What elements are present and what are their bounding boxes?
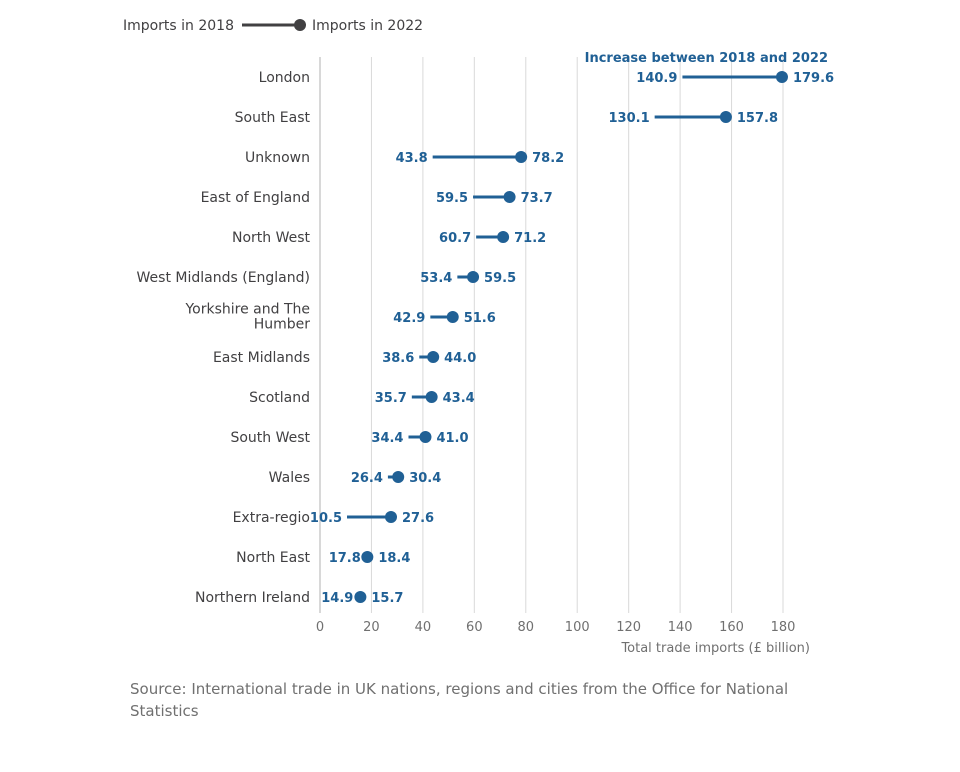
- dumbbell-dot-2022: [497, 231, 510, 243]
- x-tick-label: 140: [668, 620, 693, 635]
- x-axis: 0 20 40 60 80 100 120 140 160 180 Total trade impo…: [316, 620, 810, 656]
- category-label: South West: [230, 430, 310, 446]
- dumbbell-dot-2022: [467, 271, 480, 283]
- category-label: East of England: [201, 190, 310, 206]
- value-label-2022: 43.4: [443, 391, 475, 406]
- dumbbell-dot-2022: [775, 71, 788, 83]
- category-label-line: Yorkshire and The: [184, 302, 310, 318]
- dumbbell-dot-2022: [515, 151, 528, 163]
- gridlines: [319, 57, 784, 613]
- category-label: Extra-regio: [233, 510, 310, 526]
- x-axis-title: Total trade imports (£ billion): [620, 641, 810, 656]
- value-label-2022: 27.6: [402, 511, 434, 526]
- y-axis: London South East Unknown East of England No…: [137, 70, 311, 606]
- dumbbell-dot-2022: [425, 391, 438, 403]
- x-tick-label: 20: [363, 620, 380, 635]
- dumbbell-dot-2022: [503, 191, 516, 203]
- value-label-2018: 43.8: [396, 151, 428, 166]
- category-label: London: [259, 70, 310, 86]
- category-label-line: Humber: [254, 317, 311, 333]
- dumbbell-dot-2022: [719, 111, 732, 123]
- value-label-2018: 42.9: [393, 311, 425, 326]
- value-label-2018: 35.7: [375, 391, 407, 406]
- value-label-2022: 51.6: [464, 311, 496, 326]
- category-label: Scotland: [249, 390, 310, 406]
- value-label-2018: 34.4: [371, 431, 403, 446]
- legend-dot: [294, 19, 306, 31]
- category-label: North West: [232, 230, 311, 246]
- value-label-2018: 10.5: [310, 511, 342, 526]
- value-label-2022: 30.4: [409, 471, 441, 486]
- value-label-2022: 179.6: [793, 71, 834, 86]
- category-label: South East: [235, 110, 311, 126]
- category-label: Wales: [269, 470, 310, 486]
- value-label-2018: 60.7: [439, 231, 471, 246]
- value-label-2022: 73.7: [521, 191, 553, 206]
- dumbbell-dot-2022: [354, 591, 367, 603]
- value-label-2018: 140.9: [636, 71, 677, 86]
- value-label-2022: 71.2: [514, 231, 546, 246]
- value-label-2018: 53.4: [420, 271, 452, 286]
- category-label: Unknown: [245, 150, 310, 166]
- dumbbell-dot-2022: [419, 431, 432, 443]
- x-tick-label: 40: [415, 620, 432, 635]
- chart-marks: 140.9 179.6 130.1 157.8 43.8 78.2 59.5 73.7 60.7…: [310, 71, 834, 606]
- source-note: Source: International trade in UK nation…: [130, 680, 789, 720]
- dumbbell-dot-2022: [361, 551, 374, 563]
- dumbbell-dot-2022: [384, 511, 397, 523]
- category-label: East Midlands: [213, 350, 310, 366]
- legend-start-label: Imports in 2018: [123, 18, 234, 34]
- value-label-2022: 41.0: [436, 431, 468, 446]
- value-label-2022: 59.5: [484, 271, 516, 286]
- x-tick-label: 100: [565, 620, 590, 635]
- annotation: Increase between 2018 and 2022: [585, 51, 828, 66]
- value-label-2018: 130.1: [609, 111, 650, 126]
- value-label-2022: 44.0: [444, 351, 476, 366]
- x-tick-label: 60: [466, 620, 483, 635]
- category-label: North East: [236, 550, 310, 566]
- value-label-2018: 59.5: [436, 191, 468, 206]
- x-tick-label: 120: [616, 620, 641, 635]
- x-tick-label: 0: [316, 620, 324, 635]
- value-label-2022: 157.8: [737, 111, 778, 126]
- value-label-2022: 15.7: [371, 591, 403, 606]
- dumbbell-dot-2022: [446, 311, 459, 323]
- dumbbell-dot-2022: [427, 351, 440, 363]
- x-tick-label: 80: [518, 620, 535, 635]
- category-label: Northern Ireland: [195, 590, 310, 606]
- category-label: Yorkshire and The Humber: [184, 302, 310, 333]
- value-label-2022: 18.4: [378, 551, 410, 566]
- value-label-2018: 14.9: [321, 591, 353, 606]
- x-tick-label: 160: [719, 620, 744, 635]
- legend: Imports in 2018 Imports in 2022: [123, 18, 423, 34]
- increase-annotation: Increase between 2018 and 2022: [585, 51, 828, 66]
- legend-end-label: Imports in 2022: [312, 18, 423, 34]
- dumbbell-dot-2022: [392, 471, 405, 483]
- x-tick-label: 180: [771, 620, 796, 635]
- value-label-2018: 17.8: [329, 551, 361, 566]
- value-label-2018: 38.6: [382, 351, 414, 366]
- value-label-2022: 78.2: [532, 151, 564, 166]
- category-label: West Midlands (England): [137, 270, 310, 286]
- value-label-2018: 26.4: [351, 471, 383, 486]
